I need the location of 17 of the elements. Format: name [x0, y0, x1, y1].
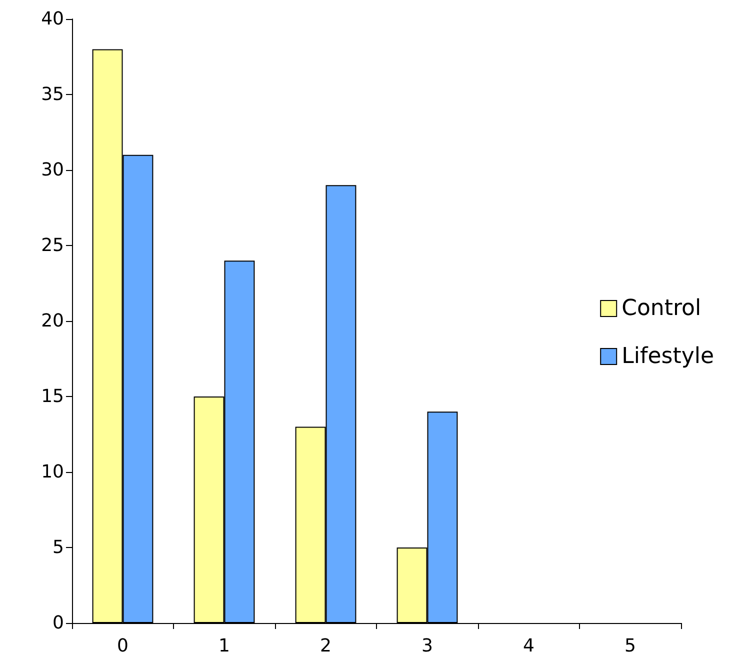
y-tick-label: 5: [52, 537, 64, 558]
y-tick-label: 20: [41, 310, 64, 332]
x-tick-label: 3: [422, 636, 433, 656]
y-tick-label: 40: [41, 8, 64, 30]
y-tick-label: 10: [41, 462, 64, 482]
y-tick-label: 15: [41, 386, 64, 407]
x-tick-label: 0: [117, 636, 128, 656]
y-tick-label: 25: [41, 235, 64, 256]
y-tick-label: 35: [41, 84, 64, 105]
y-tick-label: 30: [41, 160, 64, 180]
x-tick-label: 2: [320, 636, 332, 656]
y-tick-label: 0: [52, 612, 64, 634]
legend-label: Lifestyle: [622, 344, 714, 369]
x-tick-label: 1: [218, 636, 230, 656]
x-tick-label: 5: [624, 636, 636, 656]
legend-label: Control: [622, 296, 702, 321]
x-tick-label: 4: [523, 636, 534, 656]
